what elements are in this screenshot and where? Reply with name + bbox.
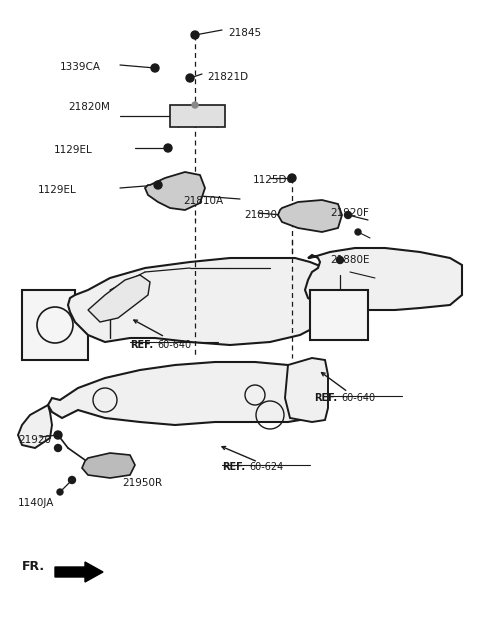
Polygon shape [48,362,325,425]
Polygon shape [68,258,340,345]
Circle shape [288,174,296,182]
Text: 1129EL: 1129EL [38,185,77,195]
Text: 21810A: 21810A [183,196,223,206]
Polygon shape [22,290,88,360]
Polygon shape [82,453,135,478]
Text: 1125DG: 1125DG [253,175,296,185]
Text: 21845: 21845 [228,28,261,38]
Circle shape [192,102,198,108]
Text: 1339CA: 1339CA [60,62,101,72]
Polygon shape [305,248,462,310]
Circle shape [191,31,199,39]
Polygon shape [285,358,328,422]
Text: 21830: 21830 [244,210,277,220]
Polygon shape [310,290,368,340]
Text: 21920: 21920 [18,435,51,445]
Circle shape [151,64,159,72]
Text: 60-640: 60-640 [341,393,375,403]
Circle shape [55,444,61,452]
Text: FR.: FR. [22,560,45,573]
Polygon shape [18,405,52,448]
Text: 1129EL: 1129EL [54,145,93,155]
Text: 1140JA: 1140JA [18,498,54,508]
Circle shape [186,74,194,82]
Circle shape [345,212,351,218]
Text: REF.: REF. [314,393,337,403]
Text: 21821D: 21821D [207,72,248,82]
Text: 21820M: 21820M [68,102,110,112]
Circle shape [154,181,162,189]
Polygon shape [170,105,225,127]
Text: 21950R: 21950R [122,478,162,488]
Text: REF.: REF. [130,340,153,350]
Polygon shape [55,562,103,582]
Text: 21920F: 21920F [330,208,369,218]
Text: 21880E: 21880E [330,255,370,265]
Text: 60-640: 60-640 [157,340,191,350]
Circle shape [355,229,361,235]
Circle shape [336,257,344,263]
Text: REF.: REF. [222,462,245,472]
Circle shape [57,489,63,495]
Polygon shape [145,172,205,210]
Circle shape [69,476,75,484]
Circle shape [54,431,62,439]
Circle shape [164,144,172,152]
Polygon shape [278,200,342,232]
Text: 60-624: 60-624 [249,462,283,472]
Polygon shape [88,275,150,322]
